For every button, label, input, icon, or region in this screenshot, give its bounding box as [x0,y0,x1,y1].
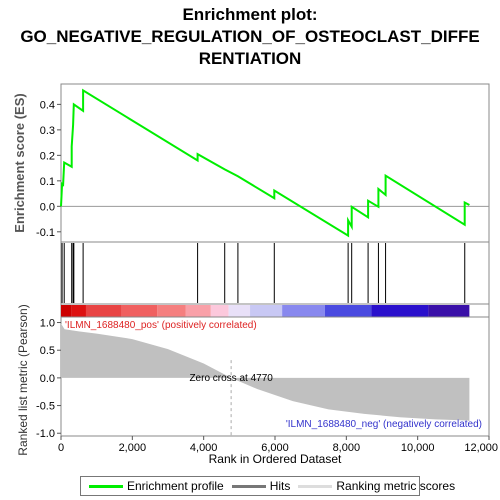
legend-item-metric: Ranking metric scores [298,479,455,493]
positive-label: 'ILMN_1688480_pos' (positively correlate… [65,320,257,331]
ranked-metric-area [61,323,470,422]
heatmap-segment [428,305,470,317]
x-tick-label: 12,000 [464,442,498,454]
heatmap-segment [157,305,186,317]
metric-panel: Zero cross at 4770 'ILMN_1688480_pos' (p… [16,304,490,456]
es-y-tick-label: -0.1 [36,227,55,239]
x-tick-label: 8,000 [333,442,361,454]
hits-panel-frame [60,241,490,305]
heatmap-segment [121,305,158,317]
heatmap-segment [250,305,283,317]
legend-item-profile: Enrichment profile [89,479,224,493]
heatmap-segment [210,305,229,317]
legend-swatch-profile [89,484,123,488]
legend-label-hits: Hits [269,479,291,493]
heatmap-segment [71,305,86,317]
heatmap-bar [61,305,470,317]
metric-y-tick-label: -0.5 [36,401,55,413]
hit-markers [61,243,466,303]
es-y-tick-label: 0.3 [40,125,55,137]
x-tick-label: 2,000 [119,442,147,454]
metric-y-tick-label: 1.0 [40,318,55,330]
metric-y-tick-label: -1.0 [36,428,55,440]
legend: Enrichment profile Hits Ranking metric s… [80,476,455,496]
x-tick-label: 4,000 [190,442,218,454]
heatmap-segment [371,305,429,317]
x-tick-label: 6,000 [261,442,289,454]
metric-y-axis-label: Ranked list metric (Pearson) [16,304,30,455]
es-y-tick-label: 0.4 [40,99,55,111]
legend-item-hits: Hits [231,479,291,493]
legend-swatch-metric [298,484,333,488]
es-panel: -0.1 0.0 0.1 0.2 0.3 0.4 Enrichment score (ES… [12,83,490,243]
es-y-tick-label: 0.0 [40,201,55,213]
x-axis: 0 2,000 4,000 6,000 8,000 10,000 12,000 [58,436,498,454]
enrichment-plot: -0.1 0.0 0.1 0.2 0.3 0.4 Enrichment score (ES… [12,83,498,466]
heatmap-segment [85,305,122,317]
heatmap-segment [185,305,211,317]
heatmap-segment [228,305,251,317]
heatmap-segment [282,305,325,317]
heatmap-segment [324,305,372,317]
es-y-tick-label: 0.2 [40,150,55,162]
heatmap-panel [60,303,490,318]
metric-y-axis: -1.0 -0.5 0.0 0.5 1.0 [36,318,61,440]
x-tick-label: 10,000 [401,442,435,454]
x-tick-label: 0 [58,442,64,454]
es-panel-frame [60,83,490,243]
es-y-tick-label: 0.1 [40,176,55,188]
es-y-axis: -0.1 0.0 0.1 0.2 0.3 0.4 [36,99,61,239]
metric-y-tick-label: 0.0 [40,373,55,385]
title-line-2: GO_NEGATIVE_REGULATION_OF_OSTEOCLAST_DIF… [20,27,480,46]
x-axis-label: Rank in Ordered Dataset [209,452,342,466]
legend-label-profile: Enrichment profile [127,479,224,493]
hits-panel [60,241,490,305]
title-line-1: Enrichment plot: [182,5,318,24]
legend-swatch-hits [231,484,266,488]
negative-label: 'ILMN_1688480_neg' (negatively correlate… [286,419,482,430]
es-y-axis-label: Enrichment score (ES) [12,93,27,232]
legend-label-metric: Ranking metric scores [336,479,456,493]
chart-title: Enrichment plot: GO_NEGATIVE_REGULATION_… [0,4,500,70]
metric-y-tick-label: 0.5 [40,345,55,357]
title-line-3: RENTIATION [198,49,302,68]
zero-cross-label: Zero cross at 4770 [189,373,273,384]
heatmap-segment [61,305,72,317]
enrichment-profile-line [60,88,470,238]
